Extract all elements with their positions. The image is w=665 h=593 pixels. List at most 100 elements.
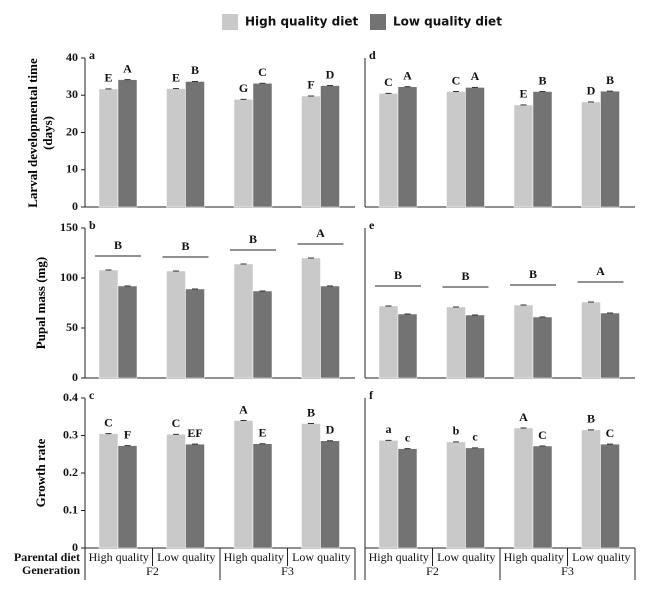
significance-letter: A: [471, 69, 480, 83]
bar: [166, 434, 186, 549]
y-tick-label: 0.4: [63, 390, 78, 404]
bar: [465, 447, 485, 549]
y-axis-label: Pupal mass (mg): [32, 256, 48, 350]
significance-letter: C: [258, 65, 267, 79]
significance-letter: B: [587, 412, 595, 426]
y-tick-label: 100: [60, 270, 78, 284]
group-label: F2: [146, 564, 159, 578]
bar: [252, 443, 273, 549]
bar: [166, 88, 186, 208]
panel-label: d: [369, 48, 376, 62]
bar: [465, 314, 485, 379]
bar: [233, 420, 254, 549]
significance-letter: A: [596, 264, 605, 278]
significance-letter: B: [538, 73, 546, 87]
legend-label: Low quality diet: [393, 15, 502, 29]
significance-letter: A: [519, 410, 528, 424]
significance-letter: D: [587, 84, 596, 98]
bar: [513, 104, 534, 208]
bar: [98, 269, 119, 379]
significance-letter: B: [461, 269, 469, 283]
panel-label: e: [369, 218, 375, 232]
significance-letter: B: [191, 63, 199, 77]
x-tick-label: Low quality: [292, 550, 350, 564]
significance-letter: D: [326, 67, 335, 81]
panel-label: b: [89, 218, 96, 232]
x-tick-label: High quality: [89, 550, 149, 564]
bar: [301, 95, 321, 208]
bar: [397, 313, 418, 379]
significance-letter: B: [307, 405, 315, 419]
significance-letter: b: [453, 424, 460, 438]
bar: [532, 91, 553, 208]
bar: [513, 427, 534, 549]
significance-letter: D: [326, 423, 335, 437]
x-tick-label: High quality: [224, 550, 284, 564]
bar: [446, 306, 466, 379]
bar: [378, 305, 399, 379]
bar: [233, 263, 254, 379]
bar: [320, 85, 340, 208]
x-tick-label: High quality: [504, 550, 564, 564]
significance-letter: E: [258, 426, 266, 440]
bar: [252, 83, 273, 208]
bar: [185, 288, 205, 379]
significance-letter: E: [104, 71, 112, 85]
y-axis-label: Larval developmental time (days): [25, 57, 55, 208]
y-tick-label: 150: [60, 220, 78, 234]
significance-letter: C: [384, 75, 393, 89]
x-tick-label: Low quality: [572, 550, 630, 564]
significance-letter: a: [386, 422, 392, 436]
significance-letter: A: [123, 61, 132, 75]
panel-label: a: [89, 48, 95, 62]
significance-letter: B: [606, 73, 614, 87]
significance-letter: C: [606, 426, 615, 440]
significance-letter: F: [307, 78, 314, 92]
y-tick-label: 40: [66, 50, 78, 64]
bar: [301, 257, 321, 379]
y-tick-label: 0: [72, 199, 78, 213]
bar: [600, 312, 620, 379]
y-tick-label: 50: [66, 320, 78, 334]
bar: [166, 270, 186, 379]
bar: [532, 316, 553, 379]
bar: [117, 445, 138, 549]
significance-letter: B: [181, 239, 189, 253]
bar: [397, 86, 418, 208]
x-tick-label: High quality: [369, 550, 429, 564]
y-tick-label: 30: [66, 87, 78, 101]
y-tick-label: 0.1: [63, 502, 78, 516]
group-label: F3: [281, 564, 294, 578]
significance-letter: E: [172, 70, 180, 84]
y-tick-label: 0: [72, 370, 78, 384]
significance-letter: F: [124, 427, 131, 441]
bar: [513, 304, 534, 379]
significance-letter: A: [403, 68, 412, 82]
x-tick-label: Low quality: [437, 550, 495, 564]
legend-label: High quality diet: [245, 15, 359, 29]
y-axis-label: Growth rate: [32, 438, 48, 508]
significance-letter: c: [472, 430, 478, 444]
significance-letter: A: [239, 402, 248, 416]
significance-letter: EF: [187, 426, 202, 440]
panel-label: f: [369, 388, 374, 402]
significance-letter: C: [452, 73, 461, 87]
group-label: F3: [561, 564, 574, 578]
legend-swatch: [222, 14, 238, 30]
bar: [320, 440, 340, 549]
bar: [185, 81, 205, 208]
bar: [233, 99, 254, 208]
bar: [465, 87, 485, 208]
bar: [378, 440, 399, 549]
bar: [397, 448, 418, 549]
panel-label: c: [89, 388, 95, 402]
significance-letter: c: [405, 430, 411, 444]
bar: [581, 101, 601, 208]
significance-letter: B: [114, 238, 122, 252]
bar: [301, 423, 321, 549]
legend-swatch: [370, 14, 386, 30]
bar: [581, 429, 601, 549]
bar: [320, 285, 340, 379]
